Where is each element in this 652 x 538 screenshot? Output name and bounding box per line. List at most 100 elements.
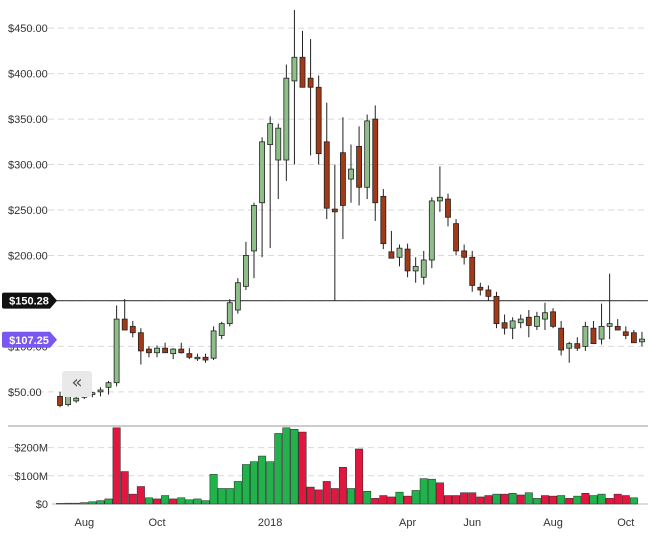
- volume-bar: [476, 496, 485, 505]
- candle-body-down: [146, 348, 152, 354]
- candle: [348, 144, 354, 203]
- volume-bar: [524, 492, 533, 505]
- candle-body-down: [550, 311, 556, 327]
- double-chevron-left-icon: «: [71, 372, 83, 393]
- candle: [57, 391, 63, 408]
- candle: [582, 321, 589, 351]
- candle-body-down: [485, 289, 492, 297]
- candle-body-up: [243, 255, 249, 287]
- x-tick-label: Oct: [148, 517, 165, 529]
- scroll-back-button[interactable]: «: [62, 371, 92, 397]
- candle-body-up: [105, 382, 112, 388]
- x-tick-label: Apr: [399, 517, 416, 529]
- volume-bar: [169, 498, 178, 505]
- candle-body-down: [614, 325, 621, 331]
- volume-bar: [217, 488, 226, 505]
- candle-body-down: [461, 250, 468, 258]
- current-price-badge: $107.25: [2, 331, 57, 348]
- candle: [388, 230, 395, 259]
- current-price-badge-shape: [2, 331, 57, 348]
- volume-bar: [557, 495, 566, 505]
- candle-body-up: [97, 389, 104, 393]
- price-tick-label: $250.00: [8, 205, 48, 217]
- candle: [630, 330, 637, 344]
- candle-body-up: [428, 200, 435, 261]
- candle-body-up: [412, 265, 419, 272]
- candle: [243, 241, 249, 290]
- candle: [291, 10, 298, 165]
- volume-bar: [581, 493, 590, 505]
- price-tick-label: $200.00: [8, 250, 48, 262]
- volume-bar: [250, 461, 258, 505]
- volume-bar: [444, 495, 452, 505]
- volume-bar: [452, 495, 461, 505]
- candle-body-up: [113, 318, 120, 384]
- candle-body-down: [493, 295, 500, 325]
- candle: [194, 353, 201, 361]
- candle: [550, 308, 556, 329]
- axis-labels: $50.00$100.00$150.00$200.00$250.00$300.0…: [8, 23, 634, 529]
- candle-body-down: [590, 327, 597, 345]
- candle-body-up: [194, 356, 201, 360]
- candle-body-down: [331, 208, 338, 213]
- volume-bar: [516, 494, 525, 505]
- candle: [331, 164, 338, 301]
- candle: [509, 317, 516, 340]
- candle: [485, 285, 492, 301]
- volume-tick-label: $200M: [14, 443, 48, 455]
- candle-body-up: [348, 168, 354, 180]
- volume-bar: [379, 495, 388, 505]
- candle-body-up: [259, 141, 266, 204]
- volume-series: [56, 427, 638, 505]
- reference-price-badge-shape: [2, 292, 57, 309]
- candle: [445, 193, 451, 227]
- candle: [234, 278, 241, 314]
- candle-body-down: [453, 223, 459, 252]
- candle: [364, 114, 371, 200]
- candle: [251, 202, 257, 279]
- candle-body-up: [542, 312, 548, 320]
- candle: [154, 345, 160, 358]
- volume-bar: [314, 489, 323, 505]
- volume-bar: [298, 431, 307, 505]
- candle-body-down: [178, 348, 185, 354]
- candle: [105, 380, 112, 395]
- volume-bar: [427, 478, 436, 505]
- volume-bar: [387, 496, 396, 505]
- volume-bar: [330, 488, 339, 505]
- candle-body-down: [445, 198, 451, 218]
- candle: [218, 321, 225, 340]
- candle-body-down: [299, 56, 306, 88]
- candle: [283, 64, 290, 181]
- candle: [566, 341, 573, 363]
- candle: [380, 189, 387, 250]
- candle-body-up: [275, 127, 282, 161]
- candle-body-up: [639, 338, 645, 343]
- candle: [129, 320, 136, 338]
- volume-bar: [435, 482, 444, 505]
- candle-body-up: [533, 315, 540, 327]
- volume-bar: [225, 488, 234, 505]
- volume-bar: [371, 498, 380, 505]
- candle: [590, 320, 597, 345]
- candle-body-up: [267, 123, 274, 145]
- volume-bar: [484, 495, 493, 505]
- candle: [267, 116, 274, 249]
- candle-body-up: [154, 347, 160, 354]
- candle-body-up: [218, 323, 225, 336]
- candle-body-down: [469, 256, 476, 286]
- candle-body-up: [436, 196, 443, 202]
- candle: [558, 320, 565, 356]
- candle-body-down: [380, 195, 387, 245]
- volume-bar: [532, 498, 541, 505]
- volume-bar: [492, 493, 501, 505]
- reference-price-badge: $150.28: [2, 292, 57, 309]
- volume-bar: [411, 490, 420, 505]
- volume-bar: [541, 495, 549, 505]
- candle-body-up: [234, 282, 241, 311]
- candle: [178, 342, 185, 354]
- candle: [501, 314, 508, 335]
- candle: [340, 117, 346, 240]
- candle-body-down: [340, 152, 346, 206]
- volume-bar: [88, 501, 97, 505]
